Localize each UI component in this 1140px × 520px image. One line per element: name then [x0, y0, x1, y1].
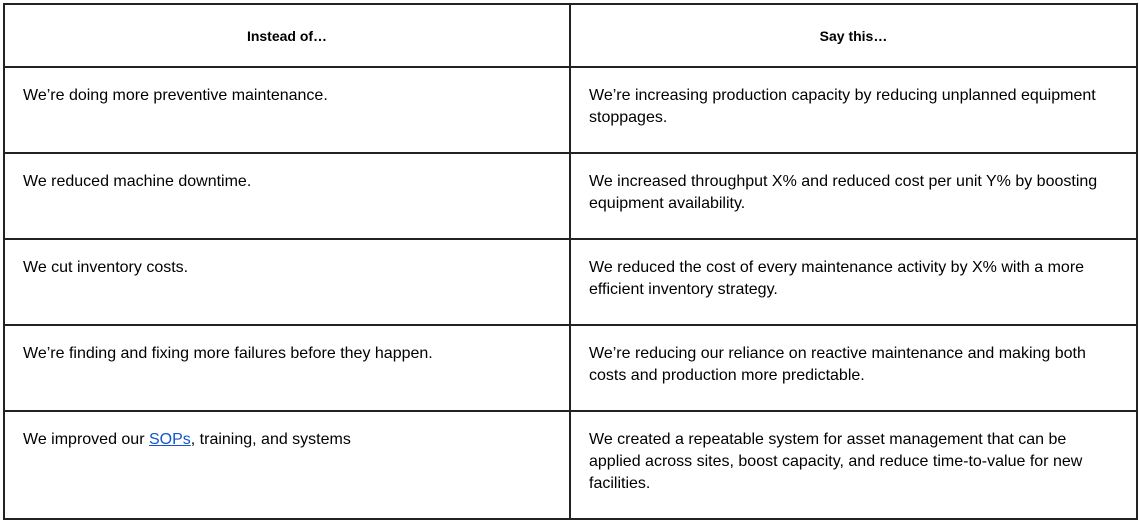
- table-row: We improved our SOPs, training, and syst…: [3, 410, 1138, 520]
- cell-say: We’re increasing production capacity by …: [569, 66, 1138, 154]
- cell-text: We improved our SOPs, training, and syst…: [5, 412, 569, 451]
- cell-instead: We’re finding and fixing more failures b…: [3, 324, 571, 412]
- cell-text: We’re finding and fixing more failures b…: [23, 345, 433, 362]
- header-instead-of: Instead of…: [3, 3, 571, 68]
- table-row: We’re doing more preventive maintenance.…: [3, 66, 1138, 154]
- cell-text: We cut inventory costs.: [23, 259, 189, 276]
- cell-text: We reduced machine downtime.: [23, 173, 252, 190]
- cell-text: We reduced the cost of every maintenance…: [589, 259, 1085, 298]
- cell-text: We’re increasing production capacity by …: [589, 87, 1096, 126]
- comparison-table: Instead of… Say this… We’re doing more p…: [3, 3, 1138, 520]
- table-row: We cut inventory costs. We reduced the c…: [3, 238, 1138, 326]
- cell-say: We reduced the cost of every maintenance…: [569, 238, 1138, 326]
- cell-text: We’re doing more preventive maintenance.: [23, 87, 328, 104]
- table-header-row: Instead of… Say this…: [3, 3, 1138, 68]
- cell-instead: We cut inventory costs.: [3, 238, 571, 326]
- table-row: We’re finding and fixing more failures b…: [3, 324, 1138, 412]
- cell-text: We’re reducing our reliance on reactive …: [589, 345, 1086, 384]
- cell-text-suffix: , training, and systems: [190, 431, 351, 448]
- cell-text: We created a repeatable system for asset…: [589, 431, 1083, 492]
- table-row: We reduced machine downtime. We increase…: [3, 152, 1138, 240]
- cell-instead: We’re doing more preventive maintenance.: [3, 66, 571, 154]
- header-say-this: Say this…: [569, 3, 1138, 68]
- cell-text-prefix: We improved our: [23, 431, 149, 448]
- cell-say: We created a repeatable system for asset…: [569, 410, 1138, 520]
- cell-text: We increased throughput X% and reduced c…: [589, 173, 1098, 212]
- cell-instead: We improved our SOPs, training, and syst…: [3, 410, 571, 520]
- cell-say: We’re reducing our reliance on reactive …: [569, 324, 1138, 412]
- sops-link[interactable]: SOPs: [148, 431, 191, 448]
- cell-say: We increased throughput X% and reduced c…: [569, 152, 1138, 240]
- cell-instead: We reduced machine downtime.: [3, 152, 571, 240]
